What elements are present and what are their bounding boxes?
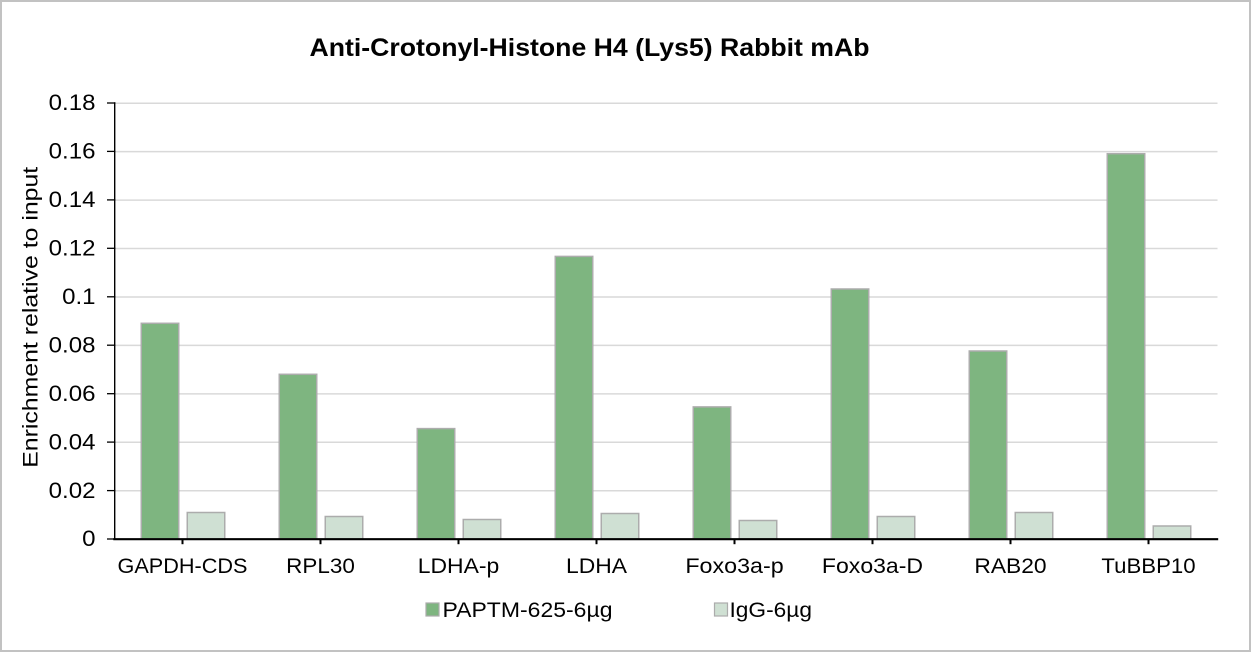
svg-text:IgG-6µg: IgG-6µg (730, 599, 813, 622)
svg-text:PAPTM-625-6µg: PAPTM-625-6µg (443, 599, 613, 622)
svg-text:RAB20: RAB20 (974, 554, 1046, 578)
svg-text:Enrichment relative to input: Enrichment relative to input (20, 167, 43, 468)
svg-text:Foxo3a-D: Foxo3a-D (822, 554, 923, 578)
svg-text:RPL30: RPL30 (286, 554, 355, 578)
svg-text:0.16: 0.16 (49, 139, 96, 164)
svg-text:0.12: 0.12 (49, 236, 96, 261)
svg-text:0: 0 (82, 526, 95, 551)
svg-text:0.14: 0.14 (49, 187, 96, 212)
svg-text:0.08: 0.08 (49, 332, 96, 357)
svg-text:0.02: 0.02 (49, 478, 96, 503)
svg-text:Foxo3a-p: Foxo3a-p (685, 554, 783, 578)
svg-text:0.1: 0.1 (62, 284, 95, 309)
svg-text:Anti-Crotonyl-Histone H4 (Lys5: Anti-Crotonyl-Histone H4 (Lys5) Rabbit m… (310, 34, 870, 62)
svg-text:0.18: 0.18 (49, 90, 96, 115)
svg-text:LDHA-p: LDHA-p (418, 554, 500, 578)
svg-text:LDHA: LDHA (566, 554, 628, 578)
svg-text:0.06: 0.06 (49, 381, 96, 406)
svg-text:TuBBP10: TuBBP10 (1101, 554, 1195, 578)
svg-text:GAPDH-CDS: GAPDH-CDS (118, 554, 248, 578)
svg-text:0.04: 0.04 (49, 429, 96, 454)
